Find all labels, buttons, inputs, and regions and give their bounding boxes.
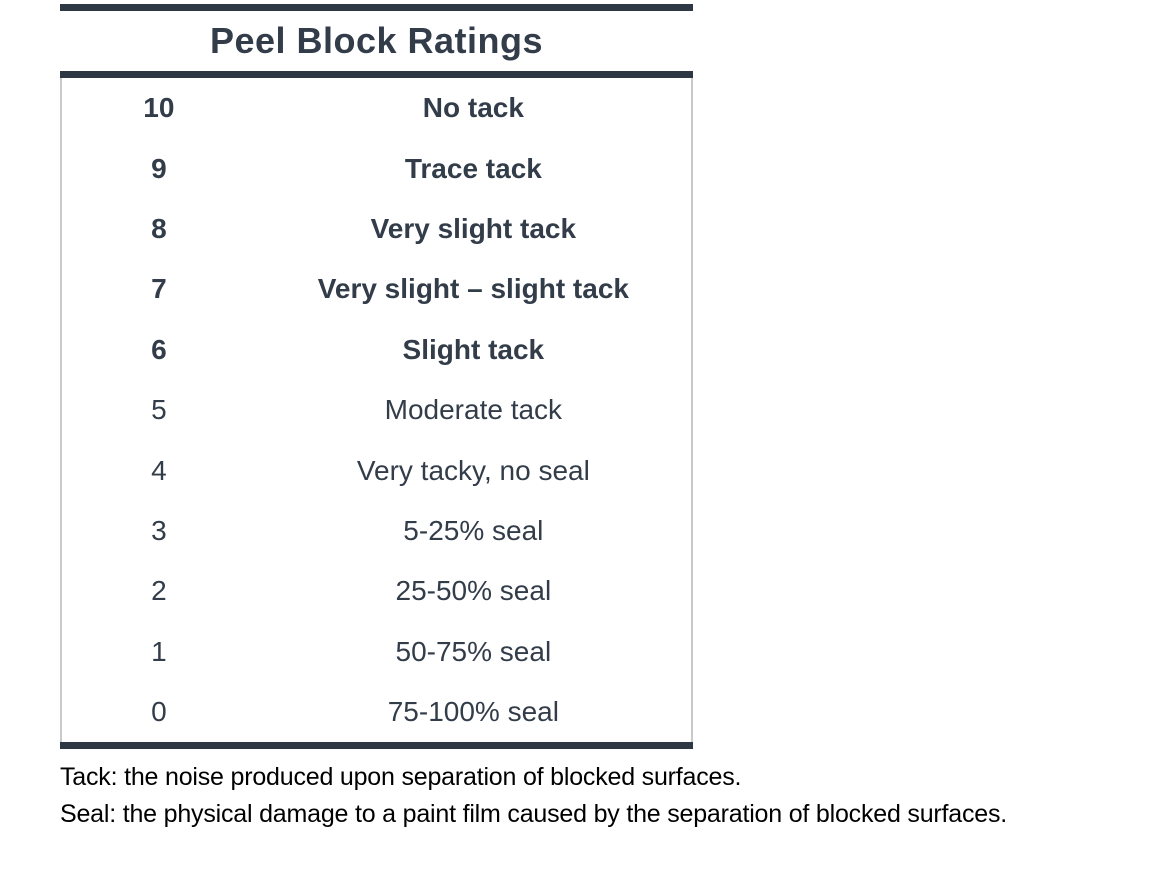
description-cell: Slight tack bbox=[402, 333, 545, 365]
rating-cell: 4 bbox=[151, 454, 167, 486]
rating-cell: 10 bbox=[143, 92, 175, 124]
table-row: 1 50-75% seal bbox=[62, 622, 691, 682]
table-row: 7 Very slight – slight tack bbox=[62, 259, 691, 319]
rating-cell: 9 bbox=[151, 152, 167, 184]
table-top-rule bbox=[60, 4, 693, 11]
rating-cell: 6 bbox=[151, 333, 167, 365]
table-row: 0 75-100% seal bbox=[62, 682, 691, 742]
table-header-rule bbox=[60, 71, 693, 78]
rating-cell: 7 bbox=[151, 273, 167, 305]
table-row: 8 Very slight tack bbox=[62, 199, 691, 259]
description-cell: Very slight – slight tack bbox=[317, 273, 629, 305]
footnote-seal: Seal: the physical damage to a paint fil… bbox=[60, 800, 1008, 828]
table-row: 5 Moderate tack bbox=[62, 380, 691, 440]
description-cell: Very tacky, no seal bbox=[356, 454, 590, 486]
description-cell: No tack bbox=[422, 92, 524, 124]
description-cell: 5-25% seal bbox=[403, 514, 544, 546]
table-row: 6 Slight tack bbox=[62, 320, 691, 380]
description-cell: Very slight tack bbox=[370, 212, 577, 244]
table-bottom-rule bbox=[60, 742, 693, 750]
description-cell: 75-100% seal bbox=[387, 696, 559, 728]
description-cell: 25-50% seal bbox=[395, 575, 552, 607]
description-cell: Trace tack bbox=[404, 152, 542, 184]
rating-cell: 5 bbox=[151, 394, 167, 426]
table-row: 10 No tack bbox=[62, 78, 691, 138]
peel-block-ratings-table: Peel Block Ratings 10 No tack 9 Trace tack 8… bbox=[60, 4, 693, 750]
table-row: 3 5-25% seal bbox=[62, 501, 691, 561]
table-title-row: Peel Block Ratings bbox=[60, 11, 693, 71]
footnotes: Tack: the noise produced upon separation… bbox=[60, 759, 1150, 833]
description-cell: Moderate tack bbox=[384, 394, 563, 426]
table-row: 2 25-50% seal bbox=[62, 561, 691, 621]
table-row: 4 Very tacky, no seal bbox=[62, 440, 691, 500]
rating-cell: 8 bbox=[151, 212, 167, 244]
description-cell: 50-75% seal bbox=[395, 635, 552, 667]
footnote-tack: Tack: the noise produced upon separation… bbox=[60, 763, 742, 791]
rating-cell: 3 bbox=[151, 514, 167, 546]
rating-cell: 0 bbox=[151, 696, 167, 728]
table-body: 10 No tack 9 Trace tack 8 Very slight tack 7 Ve… bbox=[60, 78, 693, 743]
table-row: 9 Trace tack bbox=[62, 138, 691, 198]
table-title: Peel Block Ratings bbox=[209, 20, 544, 61]
rating-cell: 2 bbox=[151, 575, 167, 607]
rating-cell: 1 bbox=[151, 635, 167, 667]
